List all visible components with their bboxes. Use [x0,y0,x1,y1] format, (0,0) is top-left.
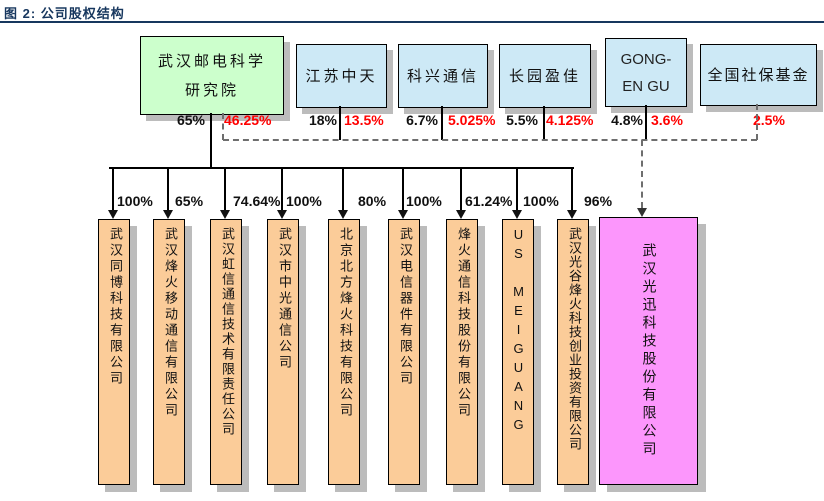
subsidiary-name: 烽火通信科技股份有限公司 [455,227,470,419]
parent-box-wuhan-research-institute: 武汉邮电科学研究院 [140,36,284,115]
ownership-percent-red: 5.025% [448,112,496,128]
header-divider [0,21,824,23]
arrow-line [342,168,344,211]
target-company-name: 武汉光迅科技股份有限公司 [640,243,657,459]
subsidiary-box: 武汉烽火移动通信有限公司 [153,219,185,485]
subsidiary-name: 武汉烽火移动通信有限公司 [162,227,177,419]
parent-box-kexing-comm: 科兴通信 [398,44,488,108]
connector-line [645,105,647,140]
solid-bus-line [109,167,574,169]
down-arrow-icon [277,210,287,219]
ownership-percent-black: 4.8% [611,112,643,128]
dashed-arrow-line [641,140,643,208]
ownership-percent-red: 2.5% [753,112,785,128]
subsidiary-name: 武汉市中光通信公司 [276,227,291,371]
down-arrow-icon [567,210,577,219]
dashed-bus-line [223,139,757,141]
subsidiary-percent: 80% [358,193,387,209]
subsidiary-name: US MEIGUANG [511,227,526,436]
subsidiary-percent: 61.24% [465,193,513,209]
ownership-percent-red: 4.125% [546,112,594,128]
ownership-percent-black: 5.5% [506,112,538,128]
dashed-connector-line [756,104,758,140]
connector-line [441,106,443,140]
ownership-percent-black: 18% [308,112,337,128]
subsidiary-percent: 65% [175,193,204,209]
arrow-line [516,168,518,211]
subsidiary-box: 武汉虹信通信技术有限责任公司 [210,219,242,485]
ownership-percent-red: 13.5% [344,112,384,128]
subsidiary-box: 武汉同博科技有限公司 [98,219,130,485]
target-company-box: 武汉光迅科技股份有限公司 [599,217,698,485]
subsidiary-percent: 100% [523,193,559,209]
parent-box-label: 长园盈佳 [508,66,581,85]
down-arrow-icon [637,208,647,217]
down-arrow-icon [108,210,118,219]
parent-box-label: 江苏中天 [305,66,378,85]
dashed-connector-line [222,113,224,140]
down-arrow-icon [398,210,408,219]
parent-box-jiangsu-zhongtian: 江苏中天 [296,44,387,108]
ownership-percent-red: 46.25% [224,112,272,128]
parent-box-label: 全国社保基金 [707,65,810,84]
subsidiary-box: 烽火通信科技股份有限公司 [446,219,478,485]
subsidiary-percent: 100% [286,193,322,209]
arrow-line [402,168,404,211]
subsidiary-percent: 74.64% [233,193,281,209]
subsidiary-box: 武汉电信器件有限公司 [388,219,420,485]
parent-box-label: GONG-EN GU [620,50,672,95]
subsidiary-name: 武汉同博科技有限公司 [107,227,122,387]
figure-title: 图 2: 公司股权结构 [4,6,125,21]
parent-box-gong-en-gu: GONG-EN GU [605,38,687,107]
subsidiary-percent: 96% [584,193,613,209]
subsidiary-box: US MEIGUANG [502,219,534,485]
arrow-line [460,168,462,211]
parent-box-changyuan-yingjia: 长园盈佳 [499,44,591,108]
parent-box-social-security-fund: 全国社保基金 [700,44,817,106]
ownership-percent-black: 6.7% [406,112,438,128]
arrow-line [112,168,114,211]
down-arrow-icon [163,210,173,219]
down-arrow-icon [338,210,348,219]
subsidiary-name: 武汉虹信通信技术有限责任公司 [219,227,234,437]
subsidiary-name: 武汉光谷烽火科技创业投资有限公司 [566,227,581,451]
arrow-line [571,168,573,211]
parent-box-label: 武汉邮电科学研究院 [157,51,266,99]
subsidiary-percent: 100% [117,193,153,209]
down-arrow-icon [456,210,466,219]
parent-box-label: 科兴通信 [406,66,479,85]
down-arrow-icon [512,210,522,219]
subsidiary-box: 武汉光谷烽火科技创业投资有限公司 [557,219,589,485]
arrow-line [281,168,283,211]
connector-line [210,113,212,168]
arrow-line [224,168,226,211]
arrow-line [167,168,169,211]
connector-line [543,106,545,140]
ownership-percent-red: 3.6% [651,112,683,128]
subsidiary-box: 武汉市中光通信公司 [267,219,299,485]
subsidiary-name: 北京北方烽火科技有限公司 [337,227,352,419]
subsidiary-box: 北京北方烽火科技有限公司 [328,219,360,485]
subsidiary-percent: 100% [406,193,442,209]
ownership-percent-black: 65% [176,112,205,128]
down-arrow-icon [220,210,230,219]
connector-line [339,106,341,140]
subsidiary-name: 武汉电信器件有限公司 [397,227,412,387]
